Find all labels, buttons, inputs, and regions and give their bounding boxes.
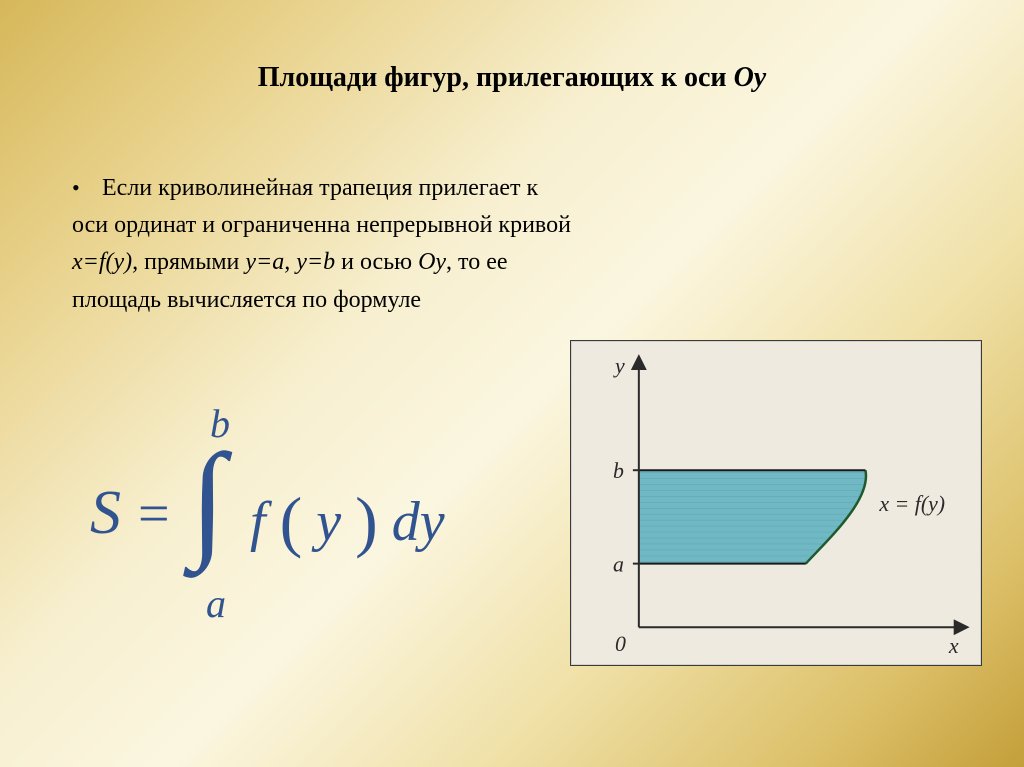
integrand-y: y: [316, 491, 341, 553]
shaded-region: [639, 470, 866, 563]
curve-label: x = f(y): [878, 492, 945, 516]
formula-S: S: [90, 478, 121, 549]
bullet-icon: •: [72, 170, 102, 207]
body-line-1: Если криволинейная трапеция прилегает к: [102, 170, 538, 207]
body-paragraph: • Если криволинейная трапеция прилегает …: [72, 170, 692, 319]
lower-bound: a: [206, 580, 226, 627]
a-tick-label: a: [613, 553, 624, 577]
x-axis-label: x: [948, 634, 959, 658]
y-axis-label: y: [613, 354, 625, 378]
origin-label: 0: [615, 632, 626, 656]
open-paren: (: [280, 483, 303, 559]
close-paren: ): [355, 483, 378, 559]
b-tick-label: b: [613, 459, 624, 483]
diagram-panel: y x 0 b a x = f(y): [570, 340, 982, 666]
page-title: Площади фигур, прилегающих к оси Oy: [0, 62, 1024, 94]
line3-tail: , то ее: [446, 249, 507, 275]
title-axis: Oy: [734, 62, 767, 93]
integrand-f: f: [250, 491, 266, 553]
axis-oy: Oy: [418, 249, 446, 275]
integral-sign: ∫: [190, 435, 226, 565]
fn-xfy: x=f(y),: [72, 249, 138, 275]
formula-equals: =: [138, 482, 170, 546]
line3-and: и осью: [335, 249, 418, 275]
body-line-2: оси ординат и ограниченна непрерывной кр…: [72, 207, 692, 244]
diagram-svg: y x 0 b a x = f(y): [571, 341, 981, 665]
lines-yab: y=a, y=b: [245, 249, 335, 275]
integrand: f ( y ) dy: [250, 478, 445, 557]
title-text: Площади фигур, прилегающих к оси: [258, 62, 734, 93]
line3-mid: прямыми: [138, 249, 245, 275]
body-line-4: площадь вычисляется по формуле: [72, 282, 692, 319]
upper-bound: b: [210, 400, 230, 447]
integrand-dy: dy: [392, 491, 445, 553]
body-line-3: x=f(y), прямыми y=a, y=b и осью Oy, то е…: [72, 244, 692, 281]
